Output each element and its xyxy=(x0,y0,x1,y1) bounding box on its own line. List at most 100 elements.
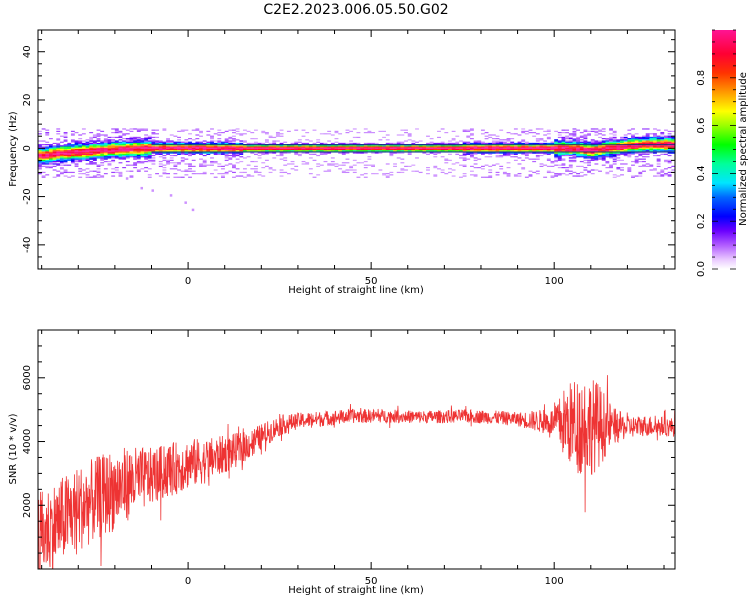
spectrogram-cell xyxy=(257,157,262,159)
spectrogram-cell xyxy=(228,148,233,151)
spectrogram-cell xyxy=(272,142,277,145)
spectrogram-cell xyxy=(561,163,566,165)
spectrogram-cell xyxy=(594,131,599,134)
spectrogram-cell xyxy=(217,141,222,143)
spectrogram-cell xyxy=(590,140,595,142)
spectrogram-cell xyxy=(620,147,624,149)
spectrogram-cell xyxy=(63,154,68,157)
spectrogram-cell xyxy=(488,150,493,152)
spectrogram-cell xyxy=(594,130,599,132)
spectrogram-cell xyxy=(162,145,167,147)
spectrogram-cell xyxy=(642,158,646,160)
spectrogram-cell xyxy=(114,154,119,157)
spectrogram-cell xyxy=(466,158,471,160)
spectrogram-cell xyxy=(594,169,599,171)
spectrogram-cell xyxy=(623,141,628,143)
spectrogram-cell xyxy=(232,131,236,134)
spectrogram-cell xyxy=(184,158,189,160)
spectrogram-cell xyxy=(144,136,149,139)
spectrogram-cell xyxy=(605,145,610,147)
spectrogram-cell xyxy=(554,140,559,142)
spectrogram-cell xyxy=(38,151,42,153)
spectrogram-cell xyxy=(623,140,628,142)
spectrogram-cell xyxy=(418,150,423,152)
spectrogram-cell xyxy=(396,148,401,151)
spectrogram-x-tick-label: 50 xyxy=(365,276,378,287)
spectrogram-cell xyxy=(469,142,474,145)
spectrogram-cell xyxy=(561,164,566,166)
spectrogram-cell xyxy=(221,148,225,151)
spectrogram-cell xyxy=(480,141,485,143)
spectrogram-cell xyxy=(103,142,108,145)
spectrogram-cell xyxy=(565,148,570,151)
spectrogram-cell xyxy=(74,147,79,149)
spectrogram-cell xyxy=(660,150,665,152)
spectrogram-cell xyxy=(594,159,599,161)
spectrogram-cell xyxy=(638,165,643,167)
spectrogram-cell xyxy=(466,130,471,132)
spectrogram-cell xyxy=(576,150,581,152)
spectrogram-cell xyxy=(301,129,306,131)
spectrogram-cell xyxy=(649,141,654,143)
spectrogram-cell xyxy=(308,150,313,152)
spectrogram-cell xyxy=(297,146,302,148)
spectrogram-cell xyxy=(612,158,617,160)
spectrogram-cell xyxy=(341,146,346,148)
spectrogram-cell xyxy=(45,152,50,154)
spectrogram-cell xyxy=(290,145,295,147)
spectrogram-cell xyxy=(572,175,577,177)
spectrogram-cell xyxy=(532,158,537,160)
spectrogram-cell xyxy=(495,152,500,154)
spectrogram-cell xyxy=(147,148,152,151)
spectrogram-cell xyxy=(272,147,277,149)
spectrogram-cell xyxy=(107,144,112,146)
spectrogram-cell xyxy=(210,152,214,154)
spectrogram-cell xyxy=(224,150,229,152)
spectrogram-cell xyxy=(118,173,123,175)
spectrogram-cell xyxy=(499,168,504,170)
spectrogram-cell xyxy=(166,138,170,140)
spectrogram-cell xyxy=(535,170,540,172)
spectrogram-cell xyxy=(56,164,61,166)
spectrogram-cell xyxy=(557,142,562,145)
spectrogram-cell xyxy=(612,153,617,155)
spectrogram-cell xyxy=(56,159,61,161)
spectrogram-cell xyxy=(623,145,628,147)
spectrogram-cell xyxy=(195,129,200,131)
spectrogram-cell xyxy=(671,140,676,142)
spectrogram-cell xyxy=(114,146,119,148)
spectrogram-cell xyxy=(583,150,588,152)
spectrogram-cell xyxy=(158,142,163,145)
spectrogram-cell xyxy=(283,171,288,174)
spectrogram-cell xyxy=(122,144,127,146)
spectrogram-cell xyxy=(418,148,423,151)
spectrogram-cell xyxy=(660,146,665,148)
spectrogram-cell xyxy=(111,152,116,154)
spectrogram-cell xyxy=(133,152,138,154)
spectrogram-cell xyxy=(535,148,540,151)
spectrogram-cell xyxy=(199,153,203,155)
spectrogram-cell xyxy=(510,138,515,140)
spectrogram-cell xyxy=(151,136,156,139)
spectrogram-cell xyxy=(638,141,643,143)
spectrogram-cell xyxy=(129,148,134,151)
spectrogram-cell xyxy=(667,152,672,154)
spectrogram-cell xyxy=(173,165,178,167)
spectrogram-cell xyxy=(371,165,376,167)
spectrogram-cell xyxy=(627,148,632,151)
spectrogram-cell xyxy=(312,159,317,161)
spectrogram-cell xyxy=(448,146,452,148)
spectrogram-cell xyxy=(125,139,130,141)
spectrogram-cell xyxy=(546,146,551,148)
spectrogram-cell xyxy=(206,148,211,151)
spectrogram-cell xyxy=(550,145,555,147)
spectrogram-cell xyxy=(568,160,573,163)
spectrogram-cell xyxy=(477,145,482,147)
spectrogram-cell xyxy=(473,153,478,155)
spectrogram-cell xyxy=(451,146,456,148)
spectrogram-cell xyxy=(594,148,599,151)
spectrogram-cell xyxy=(583,152,588,154)
spectrogram-cell xyxy=(477,142,482,145)
spectrogram-cell xyxy=(272,146,277,148)
spectrogram-cell xyxy=(85,139,90,141)
